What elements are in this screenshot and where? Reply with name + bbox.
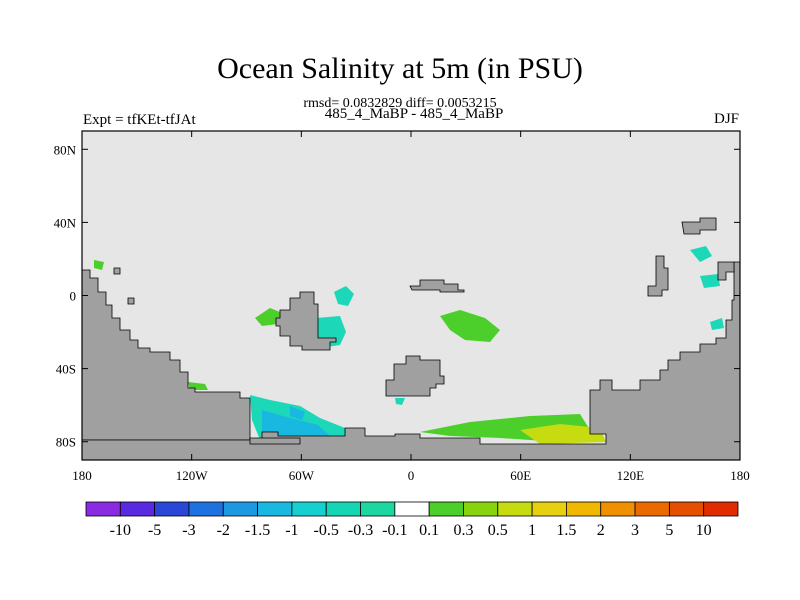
colorbar-label: 0.1 xyxy=(419,522,439,539)
lon-tick-label: 60W xyxy=(289,468,315,483)
anomaly-patch-equatorial-atlantic xyxy=(334,286,354,306)
colorbar-swatch xyxy=(85,501,121,517)
colorbar-label: -10 xyxy=(110,522,131,539)
season-label: DJF xyxy=(713,111,739,127)
colorbar: -10 -5 -3 -2 -1.5 -1 -0.5 -0.3 -0.1 0.1 0.3 0.5 1 1.5… xyxy=(85,501,739,539)
anomaly-patch-east-pacific-north xyxy=(94,260,104,270)
land-pacific-islet xyxy=(113,267,121,275)
colorbar-label: -3 xyxy=(182,522,195,539)
land-equatorial-strip xyxy=(409,279,465,293)
anomaly-patch-pacific-west-3 xyxy=(710,318,724,330)
colorbar-swatch xyxy=(394,501,430,517)
land-northeast-block xyxy=(681,217,717,235)
land-antarctic-shelf-ridge xyxy=(249,437,301,445)
land-central-island xyxy=(275,291,337,351)
lon-tick-label: 120E xyxy=(617,468,645,483)
land-antarctica xyxy=(81,261,741,461)
anomaly-patch-indian-southern-strong xyxy=(520,424,606,444)
colorbar-swatch xyxy=(325,501,361,517)
map-subtitle: rmsd= 0.0832829 diff= 0.0053215 xyxy=(303,96,497,111)
lon-tick-label: 60E xyxy=(510,468,531,483)
land-masses xyxy=(81,217,741,461)
colorbar-swatch xyxy=(566,501,602,517)
lon-tick-label: 0 xyxy=(408,468,415,483)
colorbar-label: 5 xyxy=(665,522,673,539)
colorbar-label: -0.1 xyxy=(382,522,407,539)
colorbar-label: -1 xyxy=(285,522,298,539)
colorbar-label: -1.5 xyxy=(245,522,270,539)
colorbar-swatch xyxy=(222,501,258,517)
colorbar-swatch xyxy=(154,501,190,517)
colorbar-swatch xyxy=(668,501,705,517)
lat-tick-label: 40S xyxy=(56,362,76,377)
land-west-continent xyxy=(81,269,251,441)
experiment-label: Expt = tfKEt-tfJAt xyxy=(83,112,196,128)
land-south-central-island xyxy=(385,355,445,397)
colorbar-swatch xyxy=(257,501,293,517)
colorbar-label: -2 xyxy=(217,522,230,539)
colorbar-swatch xyxy=(291,501,327,517)
colorbar-label: -0.5 xyxy=(314,522,339,539)
colorbar-label: 10 xyxy=(696,522,712,539)
anomaly-patch-atlantic-coast xyxy=(290,406,305,420)
lat-tick-label: 0 xyxy=(70,289,77,304)
lon-tick-label: 180 xyxy=(72,468,92,483)
lon-tick-label: 120W xyxy=(176,468,209,483)
land-pacific-islet-2 xyxy=(127,297,135,305)
colorbar-label: 1.5 xyxy=(556,522,576,539)
colorbar-label: 2 xyxy=(597,522,605,539)
colorbar-label: 0.5 xyxy=(488,522,508,539)
map-title: Ocean Salinity at 5m (in PSU) xyxy=(217,52,583,85)
lat-tick-label: 80N xyxy=(54,142,77,157)
colorbar-swatch xyxy=(531,501,567,517)
comparison-label: 485_4_MaBP - 485_4_MaBP xyxy=(324,106,504,122)
colorbar-swatch xyxy=(634,501,670,517)
colorbar-swatch xyxy=(463,501,499,517)
colorbar-swatch xyxy=(600,501,636,517)
latitude-axis: 80N 40N 0 40S 80S xyxy=(54,142,740,450)
colorbar-label: 3 xyxy=(631,522,639,539)
colorbar-label: -0.3 xyxy=(348,522,373,539)
colorbar-label: 0.3 xyxy=(453,522,473,539)
lat-tick-label: 40N xyxy=(54,215,77,230)
lon-tick-label: 180 xyxy=(730,468,750,483)
anomaly-patch-near-madagascar xyxy=(395,398,405,405)
anomaly-patch-pacific-west-1 xyxy=(690,246,712,262)
colorbar-swatch xyxy=(119,501,156,517)
anomaly-patch-south-atlantic xyxy=(440,310,500,342)
longitude-axis: 180 120W 60W 0 60E 120E 180 xyxy=(72,131,750,483)
colorbar-label: -5 xyxy=(148,522,161,539)
anomaly-patch-pacific-west-2 xyxy=(700,274,720,288)
colorbar-swatch xyxy=(428,501,464,517)
colorbar-swatch xyxy=(188,501,224,517)
anomaly-patch-southern-ocean-negative xyxy=(262,410,330,440)
colorbar-swatch xyxy=(703,501,739,517)
colorbar-swatch xyxy=(497,501,533,517)
anomaly-patches xyxy=(94,246,724,444)
lat-tick-label: 80S xyxy=(56,435,76,450)
colorbar-label: 1 xyxy=(528,522,536,539)
land-east-island xyxy=(647,255,669,297)
colorbar-swatch xyxy=(360,501,396,517)
land-east-coast-upper xyxy=(717,261,735,281)
